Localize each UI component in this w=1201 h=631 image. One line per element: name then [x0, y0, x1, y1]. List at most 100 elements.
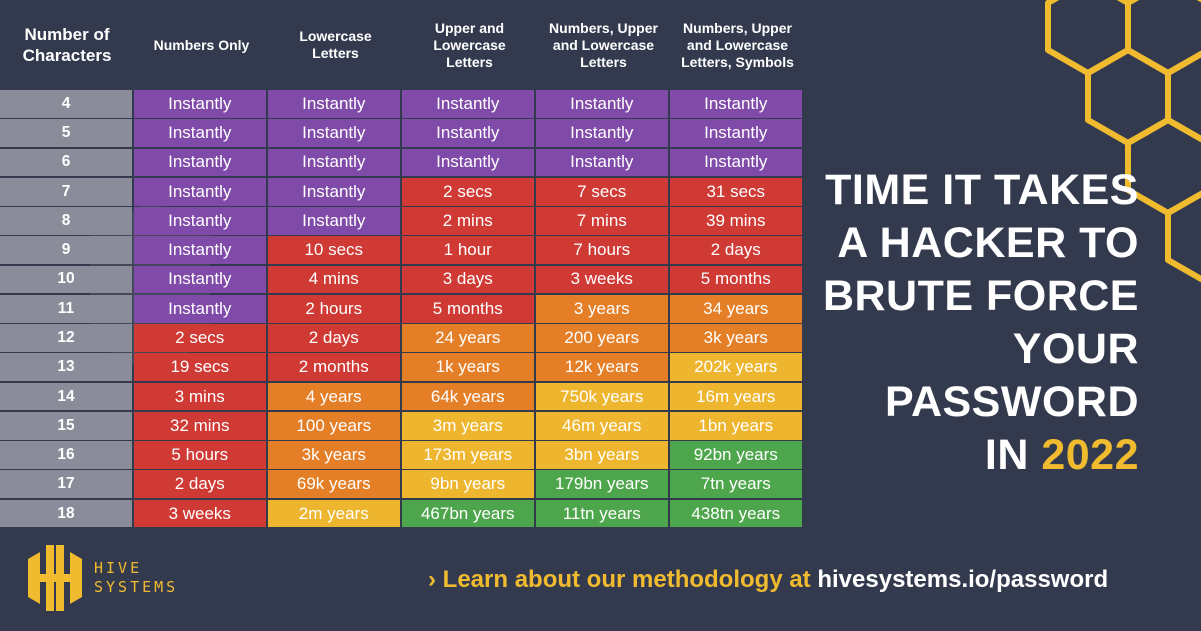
- table-row: 11 Instantly 2 hours 5 months 3 years 34 year…: [0, 294, 805, 324]
- table-row: 9 Instantly 10 secs 1 hour 7 hours 2 days: [0, 236, 805, 265]
- time-cell: Instantly: [401, 119, 534, 148]
- table-row: 16 5 hours 3k years 173m years 3bn years 92bn…: [0, 441, 805, 470]
- time-cell: Instantly: [267, 207, 400, 235]
- table-row: 14 3 mins 4 years 64k years 750k years 16m ye…: [0, 382, 805, 412]
- table-row: 10 Instantly 4 mins 3 days 3 weeks 5 months: [0, 265, 805, 295]
- time-cell: Instantly: [267, 148, 400, 177]
- char-count-cell: 5: [0, 119, 132, 148]
- chevron-right-icon: ›: [428, 566, 436, 593]
- time-cell: 7tn years: [669, 470, 802, 499]
- time-cell: Instantly: [267, 177, 400, 206]
- time-cell: 64k years: [401, 382, 534, 411]
- time-cell: 3k years: [267, 441, 400, 469]
- char-count-cell: 15: [0, 411, 132, 440]
- title-line: TIME IT TAKES: [825, 166, 1139, 214]
- logo-text-hive: HIVE: [94, 559, 143, 577]
- time-cell: 750k years: [535, 382, 668, 411]
- time-cell: Instantly: [401, 148, 534, 177]
- time-cell: 3 years: [535, 294, 668, 323]
- time-cell: 24 years: [401, 324, 534, 352]
- time-cell: 92bn years: [669, 441, 802, 469]
- time-cell: 9bn years: [401, 470, 534, 499]
- time-cell: 3k years: [669, 324, 802, 352]
- methodology-url[interactable]: hivesystems.io/password: [817, 566, 1109, 593]
- time-cell: 3 days: [401, 265, 534, 294]
- time-cell: Instantly: [401, 90, 534, 118]
- time-cell: 2 hours: [267, 294, 400, 323]
- time-cell: 2 days: [133, 470, 266, 499]
- methodology-text: Learn about our methodology at: [442, 566, 818, 593]
- column-header-text: Numbers, Upper and Lowercase Letters, Sy…: [681, 19, 794, 70]
- table-row: 6 Instantly Instantly Instantly Instantly Ins…: [0, 148, 805, 178]
- time-cell: 7 hours: [535, 236, 668, 265]
- char-count-cell: 14: [0, 382, 132, 411]
- honeycomb-icon: [1045, 0, 1201, 283]
- time-cell: Instantly: [535, 119, 668, 148]
- time-cell: 46m years: [535, 411, 668, 440]
- table-row: 8 Instantly Instantly 2 mins 7 mins 39 mins: [0, 207, 805, 236]
- table-row: 12 2 secs 2 days 24 years 200 years 3k years: [0, 324, 805, 353]
- time-cell: Instantly: [669, 119, 802, 148]
- time-cell: 467bn years: [401, 499, 534, 528]
- table-row: 4 Instantly Instantly Instantly Instantly Ins…: [0, 90, 805, 119]
- title-line: PASSWORD: [884, 378, 1139, 426]
- column-header-text: Lowercase Letters: [299, 28, 372, 61]
- table-row: 15 32 mins 100 years 3m years 46m years 1bn y…: [0, 411, 805, 441]
- title-prefix: IN: [984, 431, 1042, 479]
- column-header: Numbers, Upper and Lowercase Letters, Sy…: [671, 0, 804, 90]
- time-cell: 2 months: [267, 353, 400, 382]
- time-cell: 173m years: [401, 441, 534, 469]
- time-cell: 69k years: [267, 470, 400, 499]
- time-cell: 3 weeks: [133, 499, 266, 528]
- column-header-text: Upper and Lowercase Letters: [433, 19, 506, 70]
- time-cell: 100 years: [267, 411, 400, 440]
- time-cell: 12k years: [535, 353, 668, 382]
- char-count-cell: 7: [0, 177, 132, 206]
- time-cell: 179bn years: [535, 470, 668, 499]
- time-cell: 2m years: [267, 499, 400, 528]
- hive-logo[interactable]: HIVE SYSTEMS: [26, 545, 178, 611]
- time-cell: 7 mins: [535, 207, 668, 235]
- time-cell: 16m years: [669, 382, 802, 411]
- time-cell: Instantly: [133, 294, 266, 323]
- time-cell: Instantly: [669, 148, 802, 177]
- column-header: Upper and Lowercase Letters: [403, 0, 536, 90]
- char-count-cell: 4: [0, 90, 132, 118]
- char-count-cell: 9: [0, 236, 132, 265]
- table-row: 17 2 days 69k years 9bn years 179bn years 7tn…: [0, 470, 805, 499]
- column-header-text: Numbers Only: [153, 36, 250, 53]
- char-count-cell: 8: [0, 207, 132, 235]
- password-table: 4 Instantly Instantly Instantly Instantly Ins…: [0, 90, 805, 529]
- column-header: Lowercase Letters: [269, 0, 402, 90]
- time-cell: 7 secs: [535, 177, 668, 206]
- time-cell: 4 years: [267, 382, 400, 411]
- char-count-cell: 6: [0, 148, 132, 177]
- time-cell: 438tn years: [669, 499, 802, 528]
- char-count-cell: 12: [0, 324, 132, 352]
- page-title: TIME IT TAKES A HACKER TO BRUTE FORCE YO…: [799, 164, 1139, 482]
- table-row: 18 3 weeks 2m years 467bn years 11tn years 43…: [0, 499, 805, 529]
- time-cell: 34 years: [669, 294, 802, 323]
- time-cell: 2 secs: [401, 177, 534, 206]
- time-cell: Instantly: [133, 177, 266, 206]
- time-cell: Instantly: [133, 207, 266, 235]
- time-cell: Instantly: [267, 90, 400, 118]
- time-cell: 19 secs: [133, 353, 266, 382]
- methodology-link[interactable]: › Learn about our methodology at hivesys…: [428, 566, 1108, 594]
- table-row: 13 19 secs 2 months 1k years 12k years 202k y…: [0, 353, 805, 382]
- char-count-cell: 13: [0, 353, 132, 382]
- table-row: 5 Instantly Instantly Instantly Instantly Ins…: [0, 119, 805, 148]
- hive-logo-icon: [28, 545, 82, 611]
- time-cell: 11tn years: [535, 499, 668, 528]
- time-cell: 3 weeks: [535, 265, 668, 294]
- time-cell: 1 hour: [401, 236, 534, 265]
- time-cell: 3m years: [401, 411, 534, 440]
- time-cell: 202k years: [669, 353, 802, 382]
- title-line: YOUR: [1012, 325, 1139, 373]
- time-cell: Instantly: [133, 236, 266, 265]
- title-year: 2022: [1041, 431, 1139, 479]
- char-count-cell: 18: [0, 499, 132, 528]
- time-cell: 5 months: [669, 265, 802, 294]
- time-cell: 3bn years: [535, 441, 668, 469]
- time-cell: Instantly: [133, 90, 266, 118]
